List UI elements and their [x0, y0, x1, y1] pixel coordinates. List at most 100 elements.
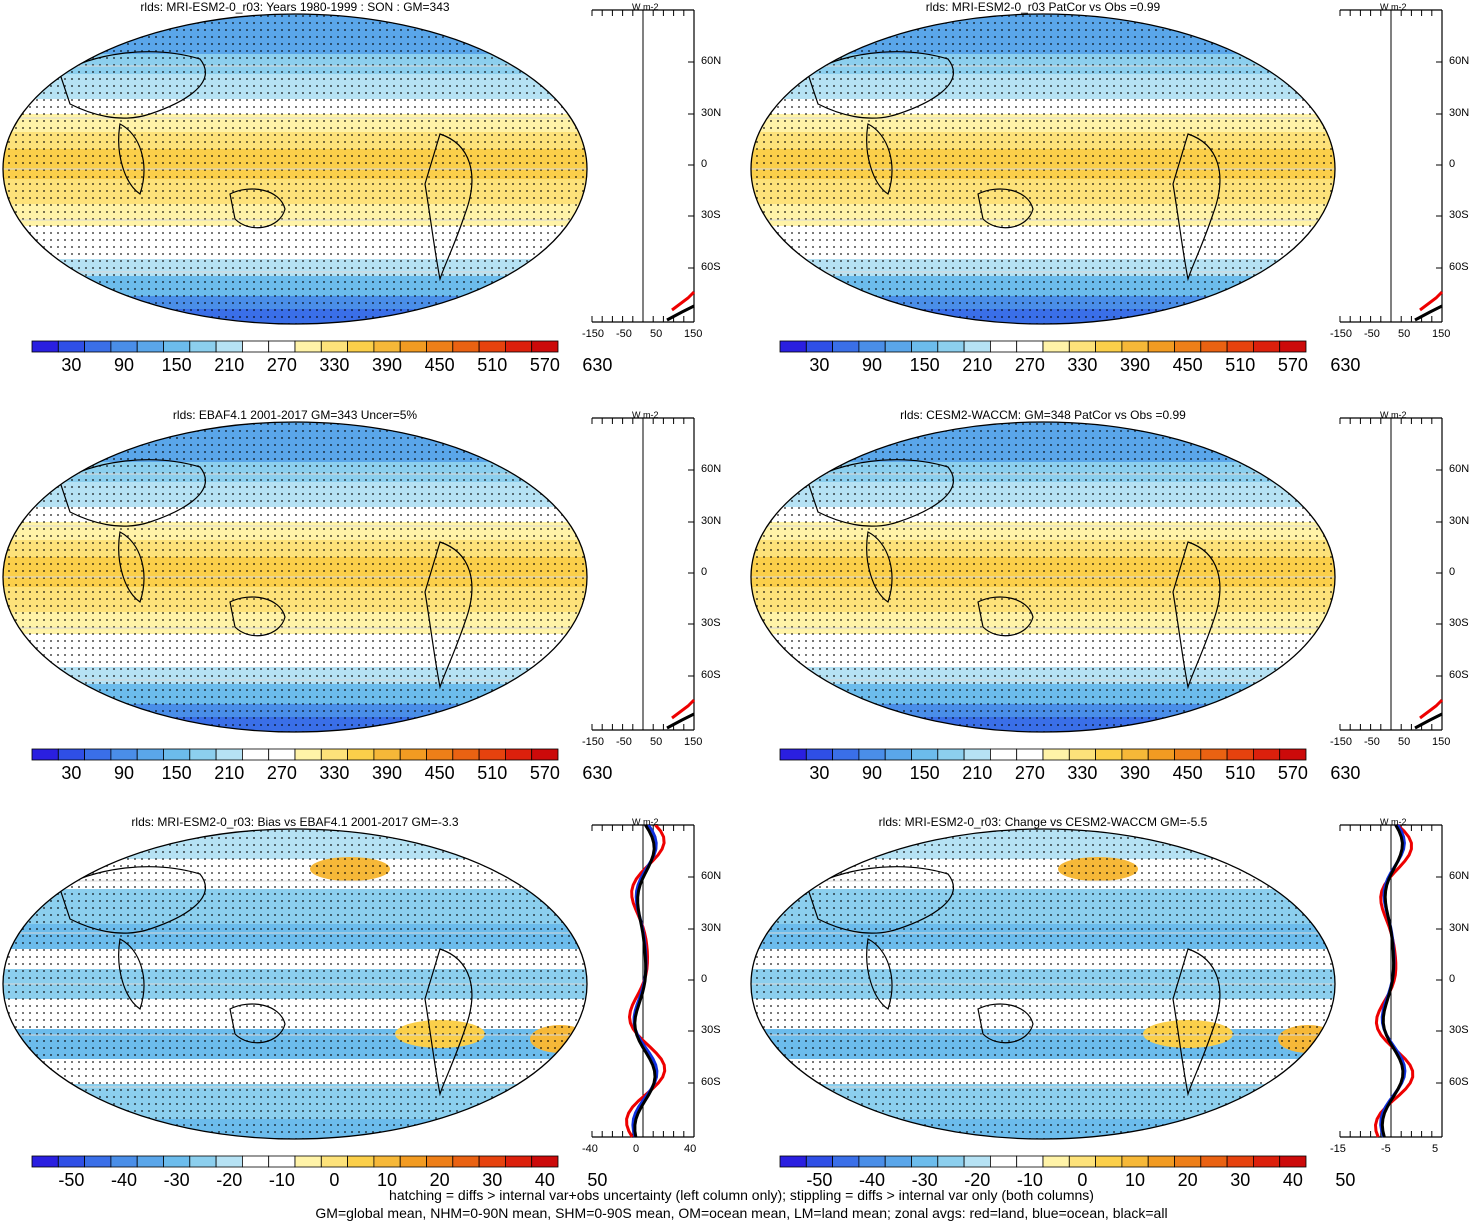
zonal-line-land — [1373, 823, 1415, 1138]
colorbar-swatch — [805, 748, 833, 761]
colorbar-swatch — [320, 340, 348, 353]
latitude-label: 60S — [701, 261, 721, 273]
latitude-label: 30S — [701, 617, 721, 629]
zonal-unit: W m-2 — [632, 410, 659, 420]
colorbar-tick-label: 210 — [214, 763, 245, 783]
colorbar-swatch — [805, 340, 833, 353]
colorbar-tick-label: 390 — [372, 355, 403, 375]
colorbar-swatch — [268, 1155, 296, 1168]
colorbar-tick-label: 630 — [1330, 355, 1361, 375]
latitude-label: 30S — [1449, 1024, 1469, 1036]
colorbar-swatch — [937, 748, 965, 761]
colorbar-tick-label: 570 — [1277, 355, 1308, 375]
colorbar-swatch — [1252, 340, 1281, 353]
colorbar-swatch — [1121, 1155, 1149, 1168]
zonal-x-tick-label: 150 — [684, 736, 703, 748]
zonal-x-tick-label: -50 — [616, 328, 632, 340]
colorbar-swatch — [215, 1155, 243, 1168]
zonal-line-all — [633, 824, 657, 1138]
colorbar-tick-label: -10 — [1016, 1170, 1043, 1190]
colorbar-swatch — [241, 340, 270, 353]
colorbar — [779, 748, 1307, 761]
colorbar-swatch — [1226, 340, 1254, 353]
colorbar-swatch — [163, 340, 191, 353]
zonal-x-tick-label: -150 — [582, 328, 605, 340]
latitude-label: 60S — [1449, 1076, 1469, 1088]
latitude-label: 0 — [1449, 973, 1456, 985]
zonal-line-land — [671, 698, 696, 720]
global-map — [750, 13, 1336, 325]
colorbar-tick-label: 390 — [372, 763, 403, 783]
zonal-x-tick-label: 50 — [1398, 328, 1411, 340]
zonal-x-tick-label: -40 — [582, 1143, 598, 1155]
colorbar-tick-label: 40 — [534, 1170, 555, 1190]
colorbar-tick-label: 270 — [1014, 355, 1045, 375]
colorbar-swatch — [1068, 748, 1096, 761]
colorbar-swatch — [1068, 340, 1096, 353]
zonal-line-all — [666, 304, 695, 322]
colorbar-tick-label: -10 — [268, 1170, 295, 1190]
zonal-mean-plot — [1339, 9, 1444, 323]
colorbar-tick-label: 270 — [266, 763, 297, 783]
latitude-label: 60N — [701, 870, 722, 882]
colorbar-swatch — [31, 1155, 59, 1168]
latitude-label: 0 — [701, 566, 708, 578]
zonal-mean-plot — [1339, 417, 1444, 731]
colorbar-swatch — [452, 340, 480, 353]
footer-line-1: hatching = diffs > internal var+obs unce… — [389, 1187, 1094, 1203]
global-map — [2, 421, 588, 733]
colorbar-swatch — [1174, 1155, 1202, 1168]
colorbar-tick-label: 0 — [1077, 1170, 1088, 1190]
colorbar-swatch — [858, 748, 886, 761]
colorbar-swatch — [320, 748, 348, 761]
zonal-x-tick-label: 50 — [650, 736, 663, 748]
colorbar-swatch — [268, 748, 296, 761]
colorbar-swatch — [1174, 340, 1202, 353]
colorbar-swatch — [1016, 1155, 1044, 1168]
colorbar-swatch — [294, 340, 322, 353]
colorbar-tick-label: 630 — [582, 355, 613, 375]
zonal-x-tick-label: -50 — [1364, 328, 1380, 340]
colorbar-tick-label: 330 — [1067, 763, 1098, 783]
zonal-x-tick-label: 5 — [1432, 1143, 1439, 1155]
zonal-x-tick-label: 0 — [633, 1143, 640, 1155]
colorbar-labels: 30 90 150 210 270 330 390 450 510 570 630 — [32, 763, 612, 785]
colorbar-swatch — [858, 1155, 886, 1168]
zonal-x-tick-label: -150 — [1330, 736, 1353, 748]
colorbar-swatch — [136, 340, 164, 353]
colorbar-tick-label: 390 — [1120, 355, 1151, 375]
zonal-unit: W m-2 — [1380, 410, 1407, 420]
colorbar-swatch — [805, 1155, 833, 1168]
colorbar-swatch — [189, 340, 217, 353]
latitude-label: 0 — [1449, 566, 1456, 578]
colorbar-tick-label: 510 — [477, 355, 508, 375]
colorbar-swatch — [373, 340, 401, 353]
colorbar-swatch — [163, 1155, 191, 1168]
colorbar-swatch — [1279, 748, 1307, 761]
latitude-label: 30S — [1449, 209, 1469, 221]
colorbar — [779, 1155, 1307, 1168]
zonal-x-tick-label: -15 — [1330, 1143, 1346, 1155]
latitude-label: 30N — [701, 107, 722, 119]
colorbar-tick-label: 30 — [61, 355, 82, 375]
colorbar-tick-label: 450 — [424, 355, 455, 375]
colorbar-swatch — [215, 340, 243, 353]
colorbar-tick-label: 450 — [1172, 355, 1203, 375]
latitude-label: 60N — [1449, 870, 1470, 882]
colorbar-swatch — [31, 340, 59, 353]
colorbar-tick-label: 30 — [809, 763, 830, 783]
colorbar-swatch — [399, 748, 427, 761]
zonal-x-tick-label: -5 — [1381, 1143, 1391, 1155]
colorbar-swatch — [84, 340, 112, 353]
colorbar-swatch — [1279, 1155, 1307, 1168]
colorbar-labels: -50 -40 -30 -20 -10 0 10 20 30 40 50 — [780, 1170, 1355, 1192]
zonal-line-land — [1419, 698, 1444, 720]
colorbar-swatch — [1095, 1155, 1123, 1168]
colorbar-swatch — [110, 748, 138, 761]
colorbar-tick-label: 90 — [862, 763, 883, 783]
colorbar-tick-label: 510 — [1225, 763, 1256, 783]
colorbar — [31, 1155, 559, 1168]
colorbar-swatch — [241, 1155, 270, 1168]
latitude-label: 30S — [701, 209, 721, 221]
colorbar-tick-label: 330 — [1067, 355, 1098, 375]
